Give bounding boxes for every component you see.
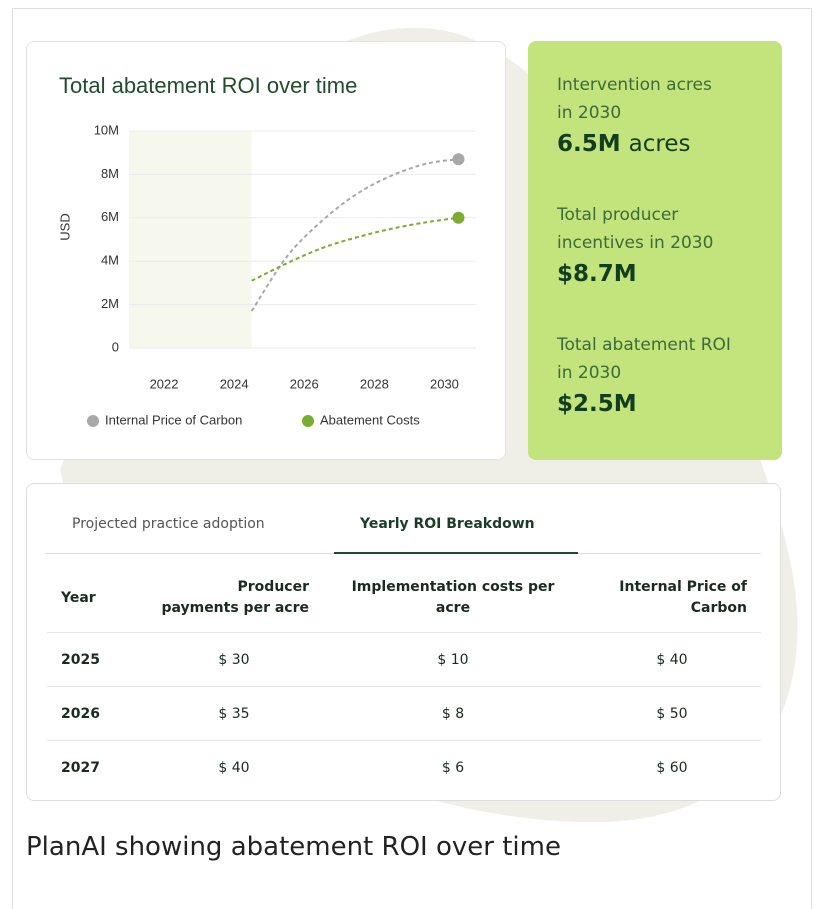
table-card: Projected practice adoption Yearly ROI B… — [26, 483, 781, 801]
metric: Intervention acres in 2030 6.5M acres — [557, 71, 727, 157]
end-point — [452, 211, 465, 224]
metric-number: 6.5M — [557, 131, 621, 157]
table-cell: $ 10 — [323, 632, 583, 687]
legend-label: Abatement Costs — [320, 412, 420, 427]
table-row: 2026 $ 35 $ 8 $ 50 — [47, 686, 761, 741]
table-cell: $ 8 — [323, 686, 583, 741]
x-tick-label: 2030 — [430, 376, 459, 391]
metric-number: $8.7M — [557, 261, 637, 287]
table-row: 2025 $ 30 $ 10 $ 40 — [47, 632, 761, 687]
metric-value: $2.5M — [557, 391, 747, 417]
metric-value: 6.5M acres — [557, 131, 727, 157]
metric-value: $8.7M — [557, 261, 747, 287]
end-point — [452, 153, 465, 166]
y-tick-label: 2M — [101, 296, 119, 311]
line — [251, 216, 459, 282]
metric-label: Total producer incentives in 2030 — [557, 205, 714, 253]
table-cell: $ 40 — [145, 740, 323, 794]
chart-card: Total abatement ROI over time USD 0 2M 4M 6… — [26, 41, 506, 460]
x-tick-label: 2026 — [290, 376, 319, 391]
legend-swatch — [302, 415, 314, 427]
y-tick-label: 4M — [101, 253, 119, 268]
metric-number: $2.5M — [557, 391, 637, 417]
metric: Total abatement ROI in 2030 $2.5M — [557, 331, 747, 417]
legend-label: Internal Price of Carbon — [105, 412, 242, 427]
line — [250, 158, 459, 312]
table-cell: $ 30 — [145, 632, 323, 687]
metric-label: Total abatement ROI in 2030 — [557, 335, 731, 383]
table-cell: $ 35 — [145, 686, 323, 741]
x-tick-label: 2022 — [150, 376, 179, 391]
legend-swatch — [87, 415, 99, 427]
table-row: 2027 $ 40 $ 6 $ 60 — [47, 740, 761, 794]
y-tick-label: 8M — [101, 166, 119, 181]
table-cell: 2026 — [47, 686, 145, 741]
tab-indicator — [334, 552, 578, 554]
column-header: Producer payments per acre — [161, 579, 309, 616]
x-tick-label: 2028 — [360, 376, 389, 391]
column-header: Internal Price of Carbon — [619, 579, 747, 616]
tab[interactable]: Projected practice adoption — [72, 516, 265, 532]
chart-title: Total abatement ROI over time — [59, 73, 357, 98]
metric-label: Intervention acres in 2030 — [557, 75, 712, 123]
metric: Total producer incentives in 2030 $8.7M — [557, 201, 747, 287]
chart: Total abatement ROI over time USD 0 2M 4M 6… — [57, 73, 476, 427]
column-header: Implementation costs per acre — [351, 579, 555, 616]
caption: PlanAI showing abatement ROI over time — [26, 832, 561, 862]
table-cell: $ 60 — [583, 740, 761, 794]
table-cell: 2027 — [47, 740, 145, 794]
table-cell: $ 40 — [583, 632, 761, 687]
table-cell: $ 50 — [583, 686, 761, 741]
roi-table: Year Producer payments per acre Implementa… — [47, 564, 761, 794]
column-header: Year — [61, 589, 96, 606]
y-tick-label: 10M — [94, 122, 119, 137]
metric-unit: acres — [628, 131, 691, 157]
y-tick-label: 6M — [101, 209, 119, 224]
metrics-card: Intervention acres in 2030 6.5M acres Tota… — [528, 41, 782, 460]
y-axis-label: USD — [57, 213, 72, 240]
shaded-region — [129, 131, 252, 348]
tab-active[interactable]: Yearly ROI Breakdown — [360, 516, 535, 532]
y-tick-label: 0 — [112, 339, 119, 354]
x-tick-label: 2024 — [220, 376, 249, 391]
table-cell: 2025 — [47, 632, 145, 687]
table-cell: $ 6 — [323, 740, 583, 794]
